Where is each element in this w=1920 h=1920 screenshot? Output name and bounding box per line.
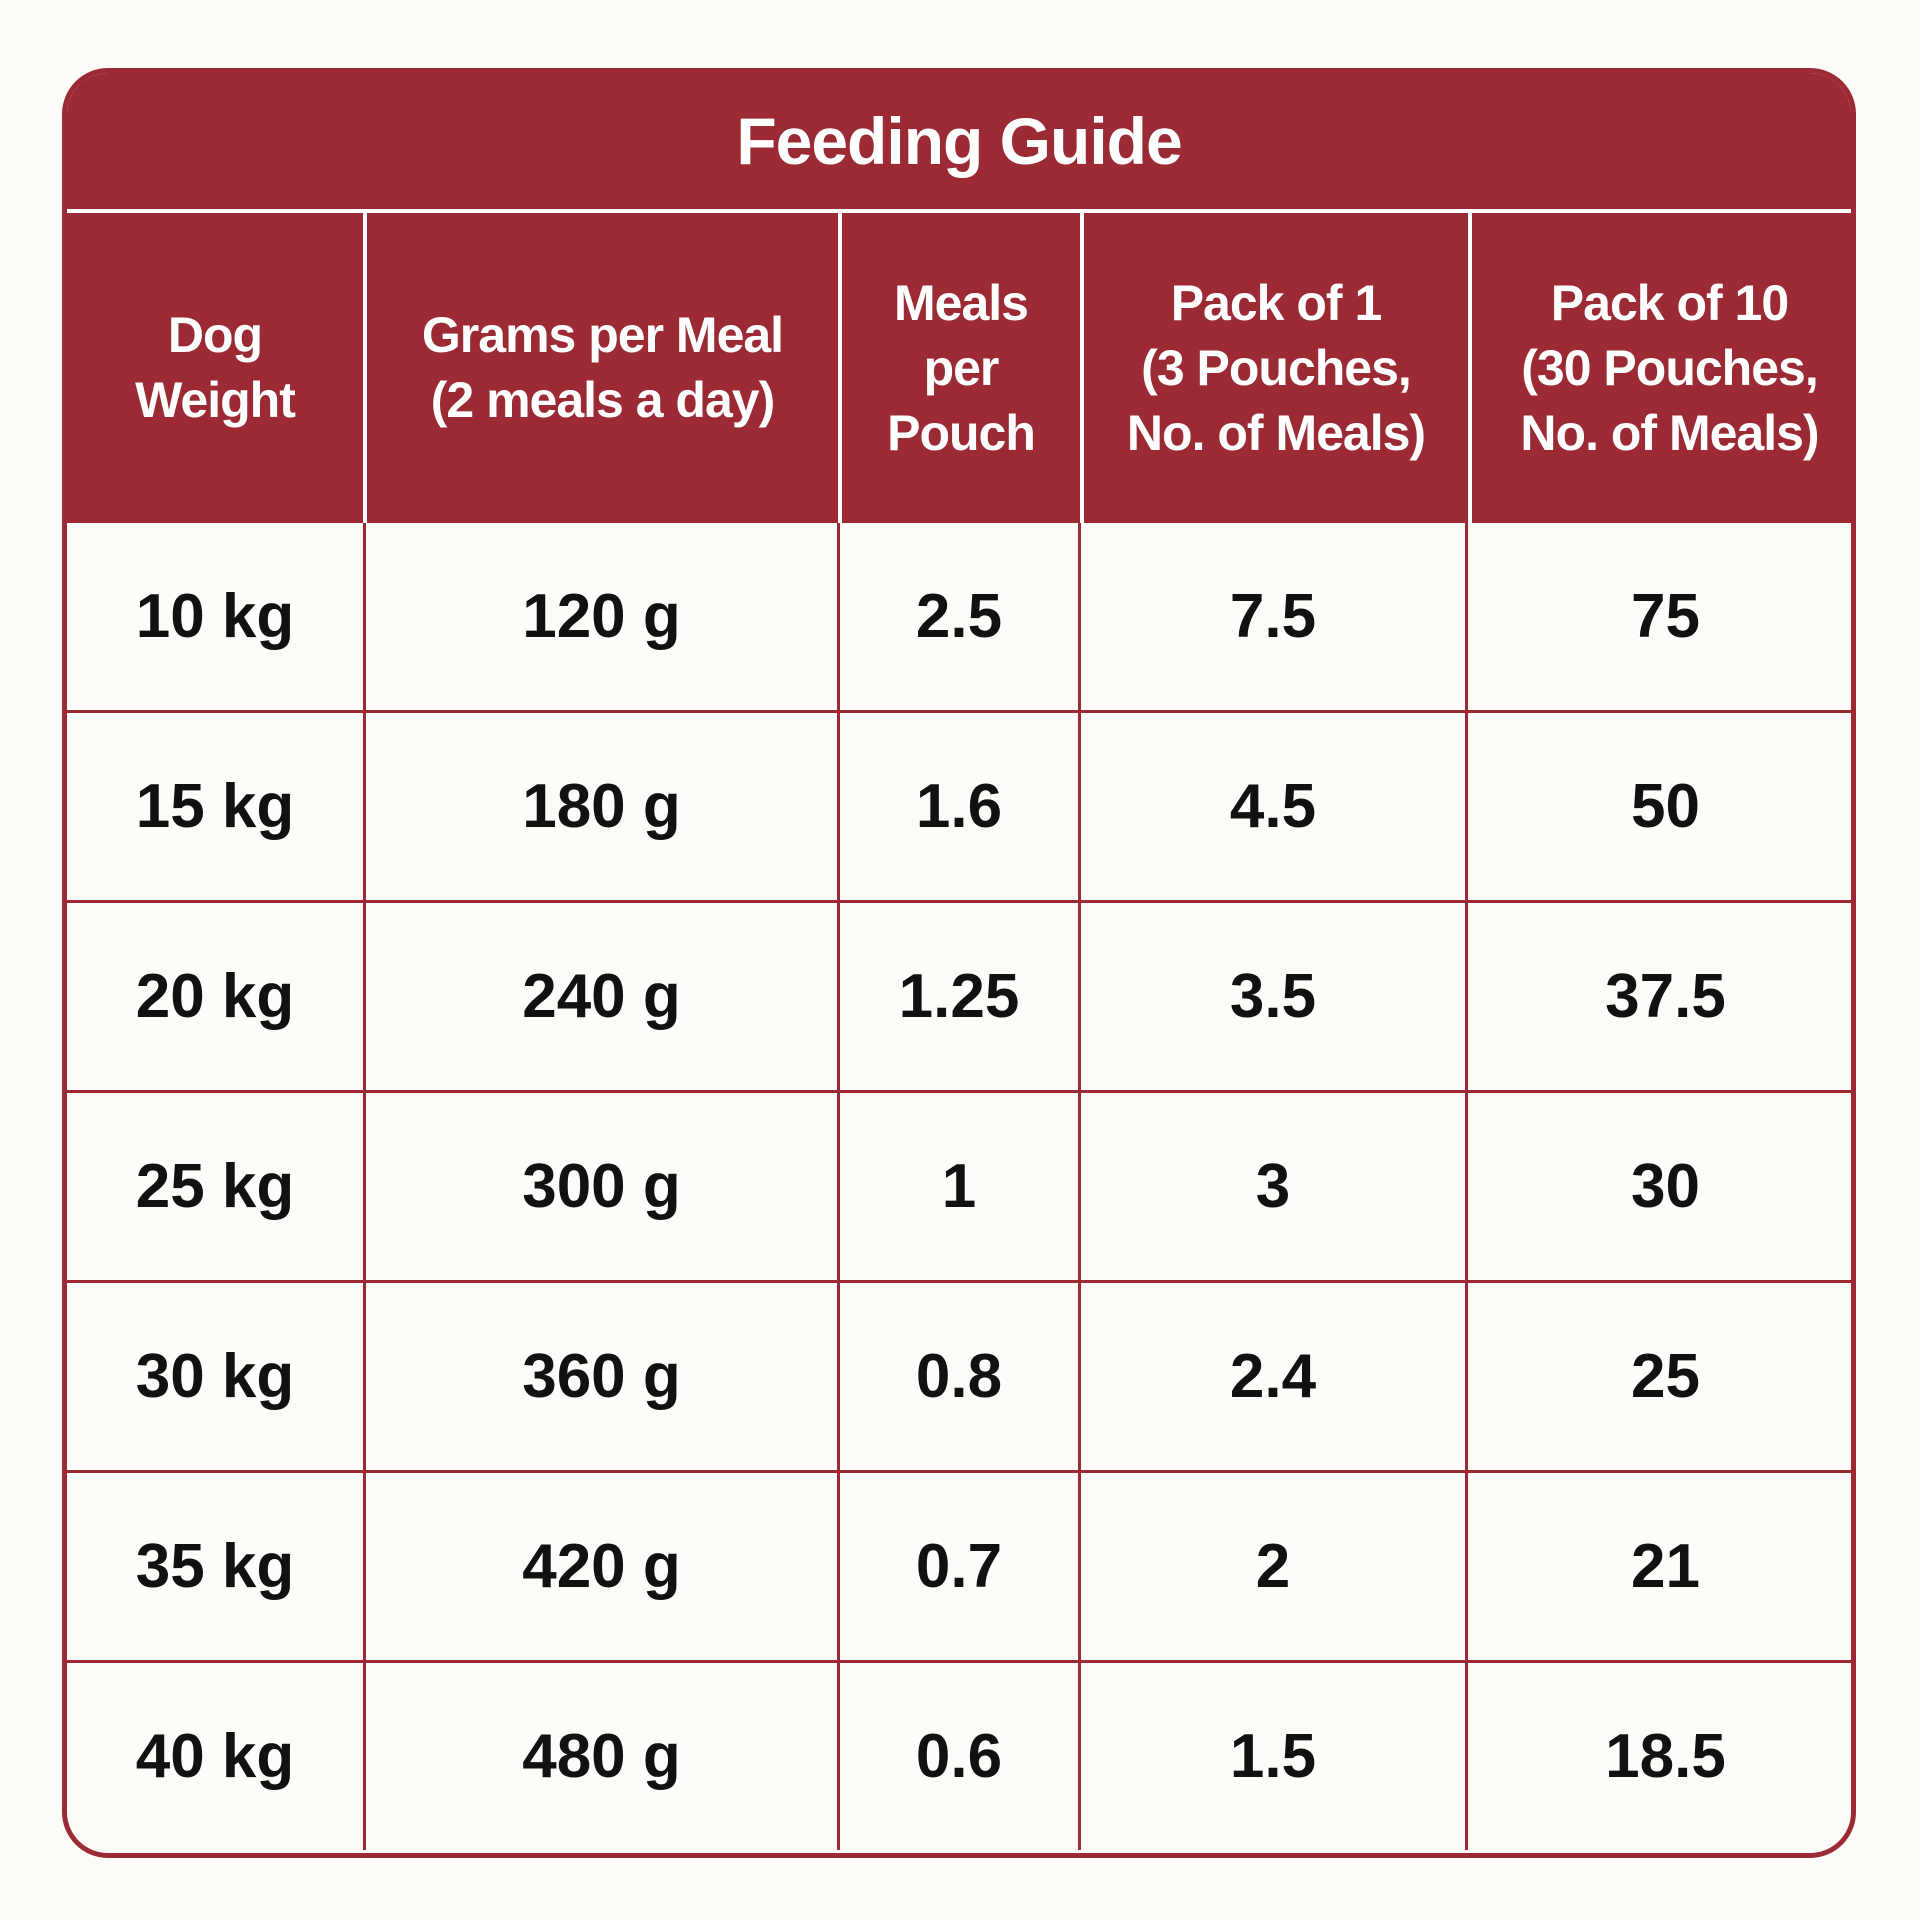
table-cell: 180 g	[366, 713, 837, 900]
table-cell: 30	[1468, 1093, 1851, 1280]
column-header: Meals per Pouch	[842, 213, 1080, 523]
title: Feeding Guide	[67, 73, 1851, 209]
table-cell: 15 kg	[67, 713, 363, 900]
table-cell: 75	[1468, 523, 1851, 710]
column-header: Dog Weight	[67, 213, 363, 523]
table-cell: 0.6	[840, 1663, 1078, 1850]
table-cell: 50	[1468, 713, 1851, 900]
table-cell: 3	[1081, 1093, 1465, 1280]
table-cell: 10 kg	[67, 523, 363, 710]
table-cell: 21	[1468, 1473, 1851, 1660]
table-cell: 1.5	[1081, 1663, 1465, 1850]
table-cell: 0.7	[840, 1473, 1078, 1660]
table-cell: 300 g	[366, 1093, 837, 1280]
table-cell: 37.5	[1468, 903, 1851, 1090]
table-cell: 1.25	[840, 903, 1078, 1090]
table-cell: 4.5	[1081, 713, 1465, 900]
table-cell: 2.5	[840, 523, 1078, 710]
table-cell: 360 g	[366, 1283, 837, 1470]
table-cell: 1	[840, 1093, 1078, 1280]
table-cell: 20 kg	[67, 903, 363, 1090]
table-cell: 240 g	[366, 903, 837, 1090]
table-cell: 420 g	[366, 1473, 837, 1660]
table-body: 10 kg 120 g 2.5 7.5 75 15 kg 180 g 1.6 4.5 50 20 k…	[67, 523, 1851, 1850]
table-cell: 7.5	[1081, 523, 1465, 710]
column-header: Pack of 10 (30 Pouches, No. of Meals)	[1472, 213, 1851, 523]
table-cell: 0.8	[840, 1283, 1078, 1470]
table-cell: 35 kg	[67, 1473, 363, 1660]
table-cell: 2	[1081, 1473, 1465, 1660]
table-cell: 3.5	[1081, 903, 1465, 1090]
table-cell: 2.4	[1081, 1283, 1465, 1470]
table-cell: 480 g	[366, 1663, 837, 1850]
table-cell: 25 kg	[67, 1093, 363, 1280]
column-header: Grams per Meal (2 meals a day)	[367, 213, 838, 523]
column-header: Pack of 1 (3 Pouches, No. of Meals)	[1084, 213, 1468, 523]
table-cell: 1.6	[840, 713, 1078, 900]
feeding-guide-card: Feeding Guide Dog Weight Grams per Meal (…	[62, 68, 1856, 1858]
header-row: Dog Weight Grams per Meal (2 meals a day)…	[67, 209, 1851, 523]
table-cell: 25	[1468, 1283, 1851, 1470]
table-cell: 40 kg	[67, 1663, 363, 1850]
table-cell: 18.5	[1468, 1663, 1851, 1850]
table-cell: 30 kg	[67, 1283, 363, 1470]
table-cell: 120 g	[366, 523, 837, 710]
